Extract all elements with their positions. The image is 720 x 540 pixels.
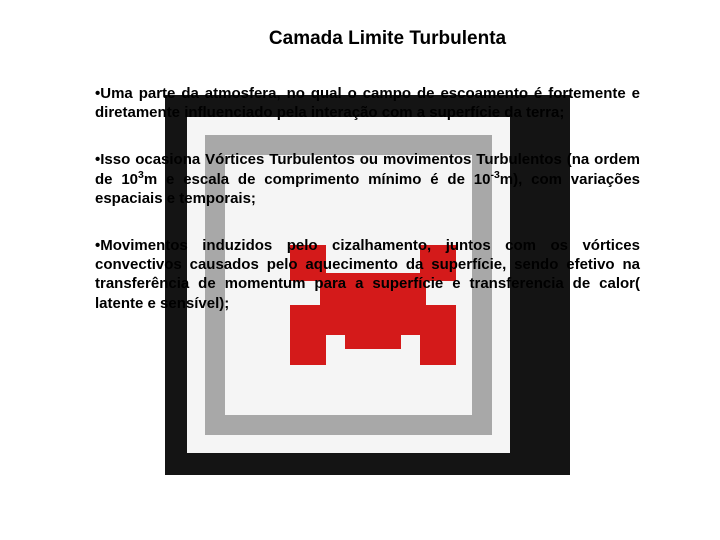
slide-title: Camada Limite Turbulenta [135, 28, 640, 50]
paragraph-1: •Uma parte da atmosfera, no qual o campo… [95, 84, 640, 122]
paragraph-3-text: Movimentos induzidos pelo cizalhamento, … [95, 237, 640, 312]
paragraph-2-text-b: m e escala de comprimento mínimo é de 10 [144, 171, 491, 188]
paragraph-3: •Movimentos induzidos pelo cizalhamento,… [95, 236, 640, 313]
slide-content: Camada Limite Turbulenta •Uma parte da a… [0, 0, 720, 313]
paragraph-2: •Isso ocasiona Vórtices Turbulentos ou m… [95, 150, 640, 208]
paragraph-1-text: Uma parte da atmosfera, no qual o campo … [95, 85, 640, 121]
superscript-2: -3 [490, 169, 499, 181]
